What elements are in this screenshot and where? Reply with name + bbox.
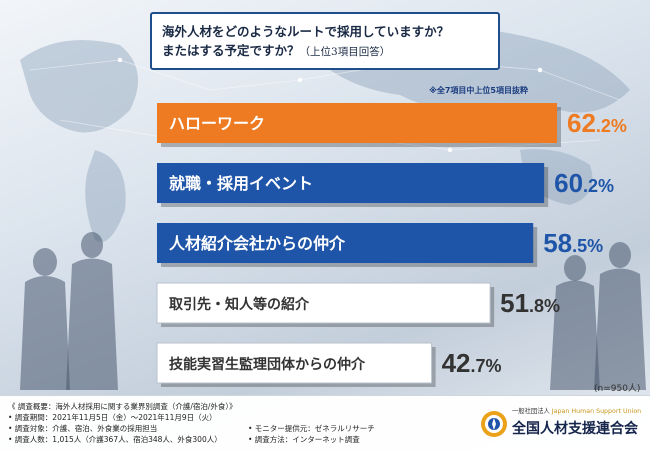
bar xyxy=(157,223,534,263)
selection-note: ※全7項目中上位5項目抜粋 xyxy=(429,86,528,95)
survey-count: • 調査人数：1,015人（介護367人、宿泊348人、外食300人） xyxy=(8,435,222,444)
value-label: 42.7% xyxy=(442,348,502,378)
value-label: 58.5% xyxy=(543,228,603,258)
organization-emblem-icon xyxy=(481,411,507,437)
value-label: 51.8% xyxy=(500,288,560,318)
category-label: 技能実習生監理団体からの仲介 xyxy=(169,356,366,373)
question-line-2-main: またはする予定ですか？ xyxy=(162,43,300,58)
organization-type: 一般社団法人 xyxy=(512,408,550,415)
question-line-1: 海外人材をどのようなルートで採用していますか？ xyxy=(162,24,450,39)
survey-overview: 《 調査概要：海外人材採用に関する業界別調査（介護/宿泊/外食）》 • 調査期間… xyxy=(8,401,375,445)
question-line-2: またはする予定ですか？（上位3項目回答） xyxy=(162,41,488,62)
bar xyxy=(156,342,433,384)
bar xyxy=(157,103,557,143)
question-box: 海外人材をどのようなルートで採用していますか？ またはする予定ですか？（上位3項… xyxy=(150,12,500,70)
organization-name: 全国人材支援連合会 xyxy=(512,421,638,437)
category-label: ハローワーク xyxy=(169,114,265,133)
bar xyxy=(156,282,491,324)
organization-logo: 一般社団法人 Japan Human Support Union 全国人材支援連… xyxy=(480,404,642,444)
bar xyxy=(157,163,545,203)
value-label: 62.2% xyxy=(567,108,627,138)
sample-size-label: (n=950人) xyxy=(594,384,641,394)
survey-count-row: • 調査人数：1,015人（介護367人、宿泊348人、外食300人） • 調査… xyxy=(8,434,360,445)
survey-method: • 調査方法：インターネット調査 xyxy=(248,435,360,444)
question-line-2-sub: （上位3項目回答） xyxy=(299,46,391,58)
category-label: 就職・採用イベント xyxy=(169,174,313,193)
organization-english-name: Japan Human Support Union xyxy=(551,408,642,415)
survey-target-row: • 調査対象：介護、宿泊、外食業の採用担当 • モニター提供元：ゼネラルリサーチ xyxy=(8,423,375,434)
category-label: 人材紹介会社からの仲介 xyxy=(169,234,346,253)
category-label: 取引先・知人等の紹介 xyxy=(169,296,310,313)
value-label: 60.2% xyxy=(554,168,614,198)
survey-title: 《 調査概要：海外人材採用に関する業界別調査（介護/宿泊/外食）》 xyxy=(8,402,237,411)
organization-subtitle: 一般社団法人 Japan Human Support Union xyxy=(512,406,641,415)
survey-target: • 調査対象：介護、宿泊、外食業の採用担当 xyxy=(8,424,158,433)
survey-period: • 調査期間：2021年11月5日（金）〜2021年11月9日（火） xyxy=(8,413,217,422)
survey-provider: • モニター提供元：ゼネラルリサーチ xyxy=(248,424,375,433)
footer: 《 調査概要：海外人材採用に関する業界別調査（介護/宿泊/外食）》 • 調査期間… xyxy=(0,395,650,451)
